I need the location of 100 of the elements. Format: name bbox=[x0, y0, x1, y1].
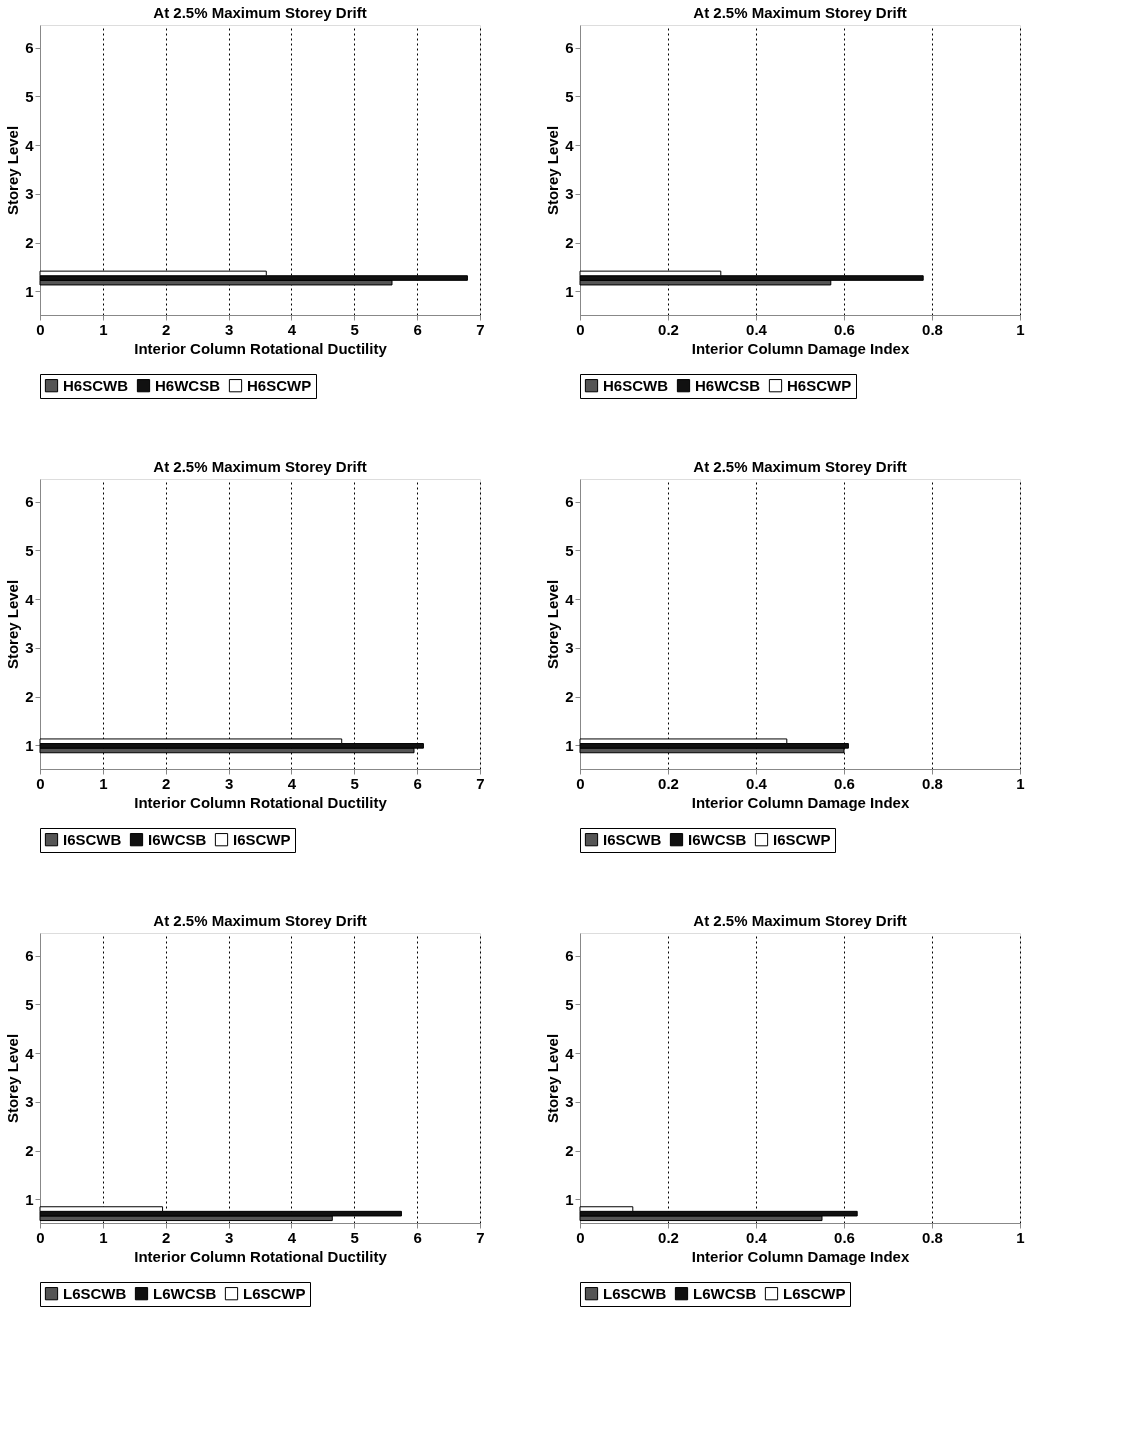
y-axis-title: Storey Level bbox=[4, 1033, 22, 1124]
x-tick-label: 7 bbox=[476, 774, 485, 792]
legend-label: L6SCWP bbox=[783, 1284, 846, 1302]
y-tick-label: 5 bbox=[565, 995, 574, 1013]
y-tick-label: 3 bbox=[565, 1093, 574, 1111]
y-tick-label: 5 bbox=[25, 541, 34, 559]
y-tick-label: 3 bbox=[565, 639, 574, 657]
y-tick-label: 5 bbox=[25, 87, 34, 105]
y-tick-label: 1 bbox=[565, 282, 574, 300]
legend-label: I6SCWP bbox=[773, 830, 831, 848]
x-tick-label: 2 bbox=[162, 774, 171, 792]
x-tick-label: 0 bbox=[576, 774, 585, 792]
x-tick-label: 6 bbox=[413, 774, 422, 792]
x-tick-label: 1 bbox=[1016, 1228, 1025, 1246]
x-tick-label: 0.8 bbox=[922, 774, 943, 792]
x-tick-label: 0.2 bbox=[658, 1228, 679, 1246]
y-tick-label: 5 bbox=[565, 87, 574, 105]
y-tick-label: 1 bbox=[25, 282, 34, 300]
y-tick-label: 4 bbox=[565, 590, 575, 608]
x-tick-label: 1 bbox=[99, 1228, 108, 1246]
chart-title: At 2.5% Maximum Storey Drift bbox=[693, 458, 907, 475]
y-tick-label: 2 bbox=[25, 1142, 34, 1160]
legend-label: L6SCWB bbox=[603, 1284, 667, 1302]
x-tick-label: 3 bbox=[224, 774, 234, 792]
x-tick-label: 0 bbox=[576, 320, 585, 338]
x-tick-label: 3 bbox=[224, 1228, 234, 1246]
legend-label: H6WCSB bbox=[155, 376, 221, 394]
x-tick-label: 0 bbox=[576, 1228, 585, 1246]
y-tick-label: 5 bbox=[25, 995, 34, 1013]
y-axis-title: Storey Level bbox=[4, 125, 22, 216]
y-tick-label: 2 bbox=[25, 688, 34, 706]
legend-label: H6WCSB bbox=[695, 376, 761, 394]
y-tick-label: 1 bbox=[565, 1190, 574, 1208]
legend-label: I6SCWB bbox=[63, 830, 122, 848]
legend-label: L6WCSB bbox=[693, 1284, 757, 1302]
x-tick-label: 4 bbox=[287, 1228, 297, 1246]
x-tick-label: 4 bbox=[287, 320, 297, 338]
y-tick-label: 2 bbox=[565, 688, 574, 706]
x-tick-label: 0.4 bbox=[746, 320, 768, 338]
x-tick-label: 7 bbox=[476, 1228, 485, 1246]
y-tick-label: 2 bbox=[565, 1142, 574, 1160]
x-tick-label: 0.8 bbox=[922, 320, 943, 338]
x-tick-label: 0.2 bbox=[658, 320, 679, 338]
x-tick-label: 0 bbox=[36, 1228, 45, 1246]
x-tick-label: 1 bbox=[99, 774, 108, 792]
y-tick-label: 6 bbox=[25, 947, 34, 965]
x-tick-label: 0.4 bbox=[746, 1228, 768, 1246]
x-tick-label: 5 bbox=[350, 320, 359, 338]
y-tick-label: 3 bbox=[565, 185, 574, 203]
x-tick-label: 0.2 bbox=[658, 774, 679, 792]
y-tick-label: 5 bbox=[565, 541, 574, 559]
y-axis-title: Storey Level bbox=[544, 1033, 562, 1124]
y-tick-label: 6 bbox=[565, 947, 574, 965]
legend-label: H6SCWB bbox=[63, 376, 129, 394]
x-tick-label: 6 bbox=[413, 1228, 422, 1246]
y-tick-label: 4 bbox=[25, 590, 35, 608]
legend-label: H6SCWB bbox=[603, 376, 669, 394]
x-tick-label: 4 bbox=[287, 774, 297, 792]
legend-label: L6WCSB bbox=[153, 1284, 217, 1302]
y-axis-title: Storey Level bbox=[4, 579, 22, 670]
x-tick-label: 2 bbox=[162, 1228, 171, 1246]
y-tick-label: 4 bbox=[25, 1044, 35, 1062]
x-tick-label: 7 bbox=[476, 320, 485, 338]
y-tick-label: 3 bbox=[25, 639, 34, 657]
y-tick-label: 6 bbox=[25, 39, 34, 57]
y-tick-label: 6 bbox=[565, 493, 574, 511]
y-tick-label: 6 bbox=[565, 39, 574, 57]
y-tick-label: 2 bbox=[25, 234, 34, 252]
x-axis-title: Interior Column Rotational Ductility bbox=[134, 793, 388, 811]
y-tick-label: 1 bbox=[25, 1190, 34, 1208]
x-tick-label: 1 bbox=[1016, 320, 1025, 338]
y-axis-title: Storey Level bbox=[544, 125, 562, 216]
x-axis-title: Interior Column Rotational Ductility bbox=[134, 1247, 388, 1265]
chart-title: At 2.5% Maximum Storey Drift bbox=[693, 912, 907, 929]
legend-label: H6SCWP bbox=[787, 376, 852, 394]
x-tick-label: 3 bbox=[224, 320, 234, 338]
y-tick-label: 3 bbox=[25, 185, 34, 203]
legend-label: L6SCWB bbox=[63, 1284, 127, 1302]
chart-title: At 2.5% Maximum Storey Drift bbox=[693, 4, 907, 21]
chart-title: At 2.5% Maximum Storey Drift bbox=[153, 4, 367, 21]
legend-label: H6SCWP bbox=[247, 376, 312, 394]
x-axis-title: Interior Column Rotational Ductility bbox=[134, 339, 388, 357]
y-tick-label: 1 bbox=[25, 736, 34, 754]
y-tick-label: 1 bbox=[565, 736, 574, 754]
x-tick-label: 0.4 bbox=[746, 774, 768, 792]
x-tick-label: 0.6 bbox=[834, 320, 855, 338]
x-tick-label: 0.6 bbox=[834, 774, 855, 792]
y-tick-label: 2 bbox=[565, 234, 574, 252]
legend-label: L6SCWP bbox=[243, 1284, 306, 1302]
x-axis-title: Interior Column Damage Index bbox=[691, 1247, 910, 1265]
y-tick-label: 4 bbox=[565, 136, 575, 154]
x-tick-label: 1 bbox=[1016, 774, 1025, 792]
legend-label: I6WCSB bbox=[688, 830, 747, 848]
x-tick-label: 0.8 bbox=[922, 1228, 943, 1246]
y-tick-label: 4 bbox=[25, 136, 35, 154]
legend-label: I6SCWP bbox=[233, 830, 291, 848]
x-tick-label: 0 bbox=[36, 774, 45, 792]
y-tick-label: 4 bbox=[565, 1044, 575, 1062]
chart-title: At 2.5% Maximum Storey Drift bbox=[153, 912, 367, 929]
x-axis-title: Interior Column Damage Index bbox=[691, 793, 910, 811]
